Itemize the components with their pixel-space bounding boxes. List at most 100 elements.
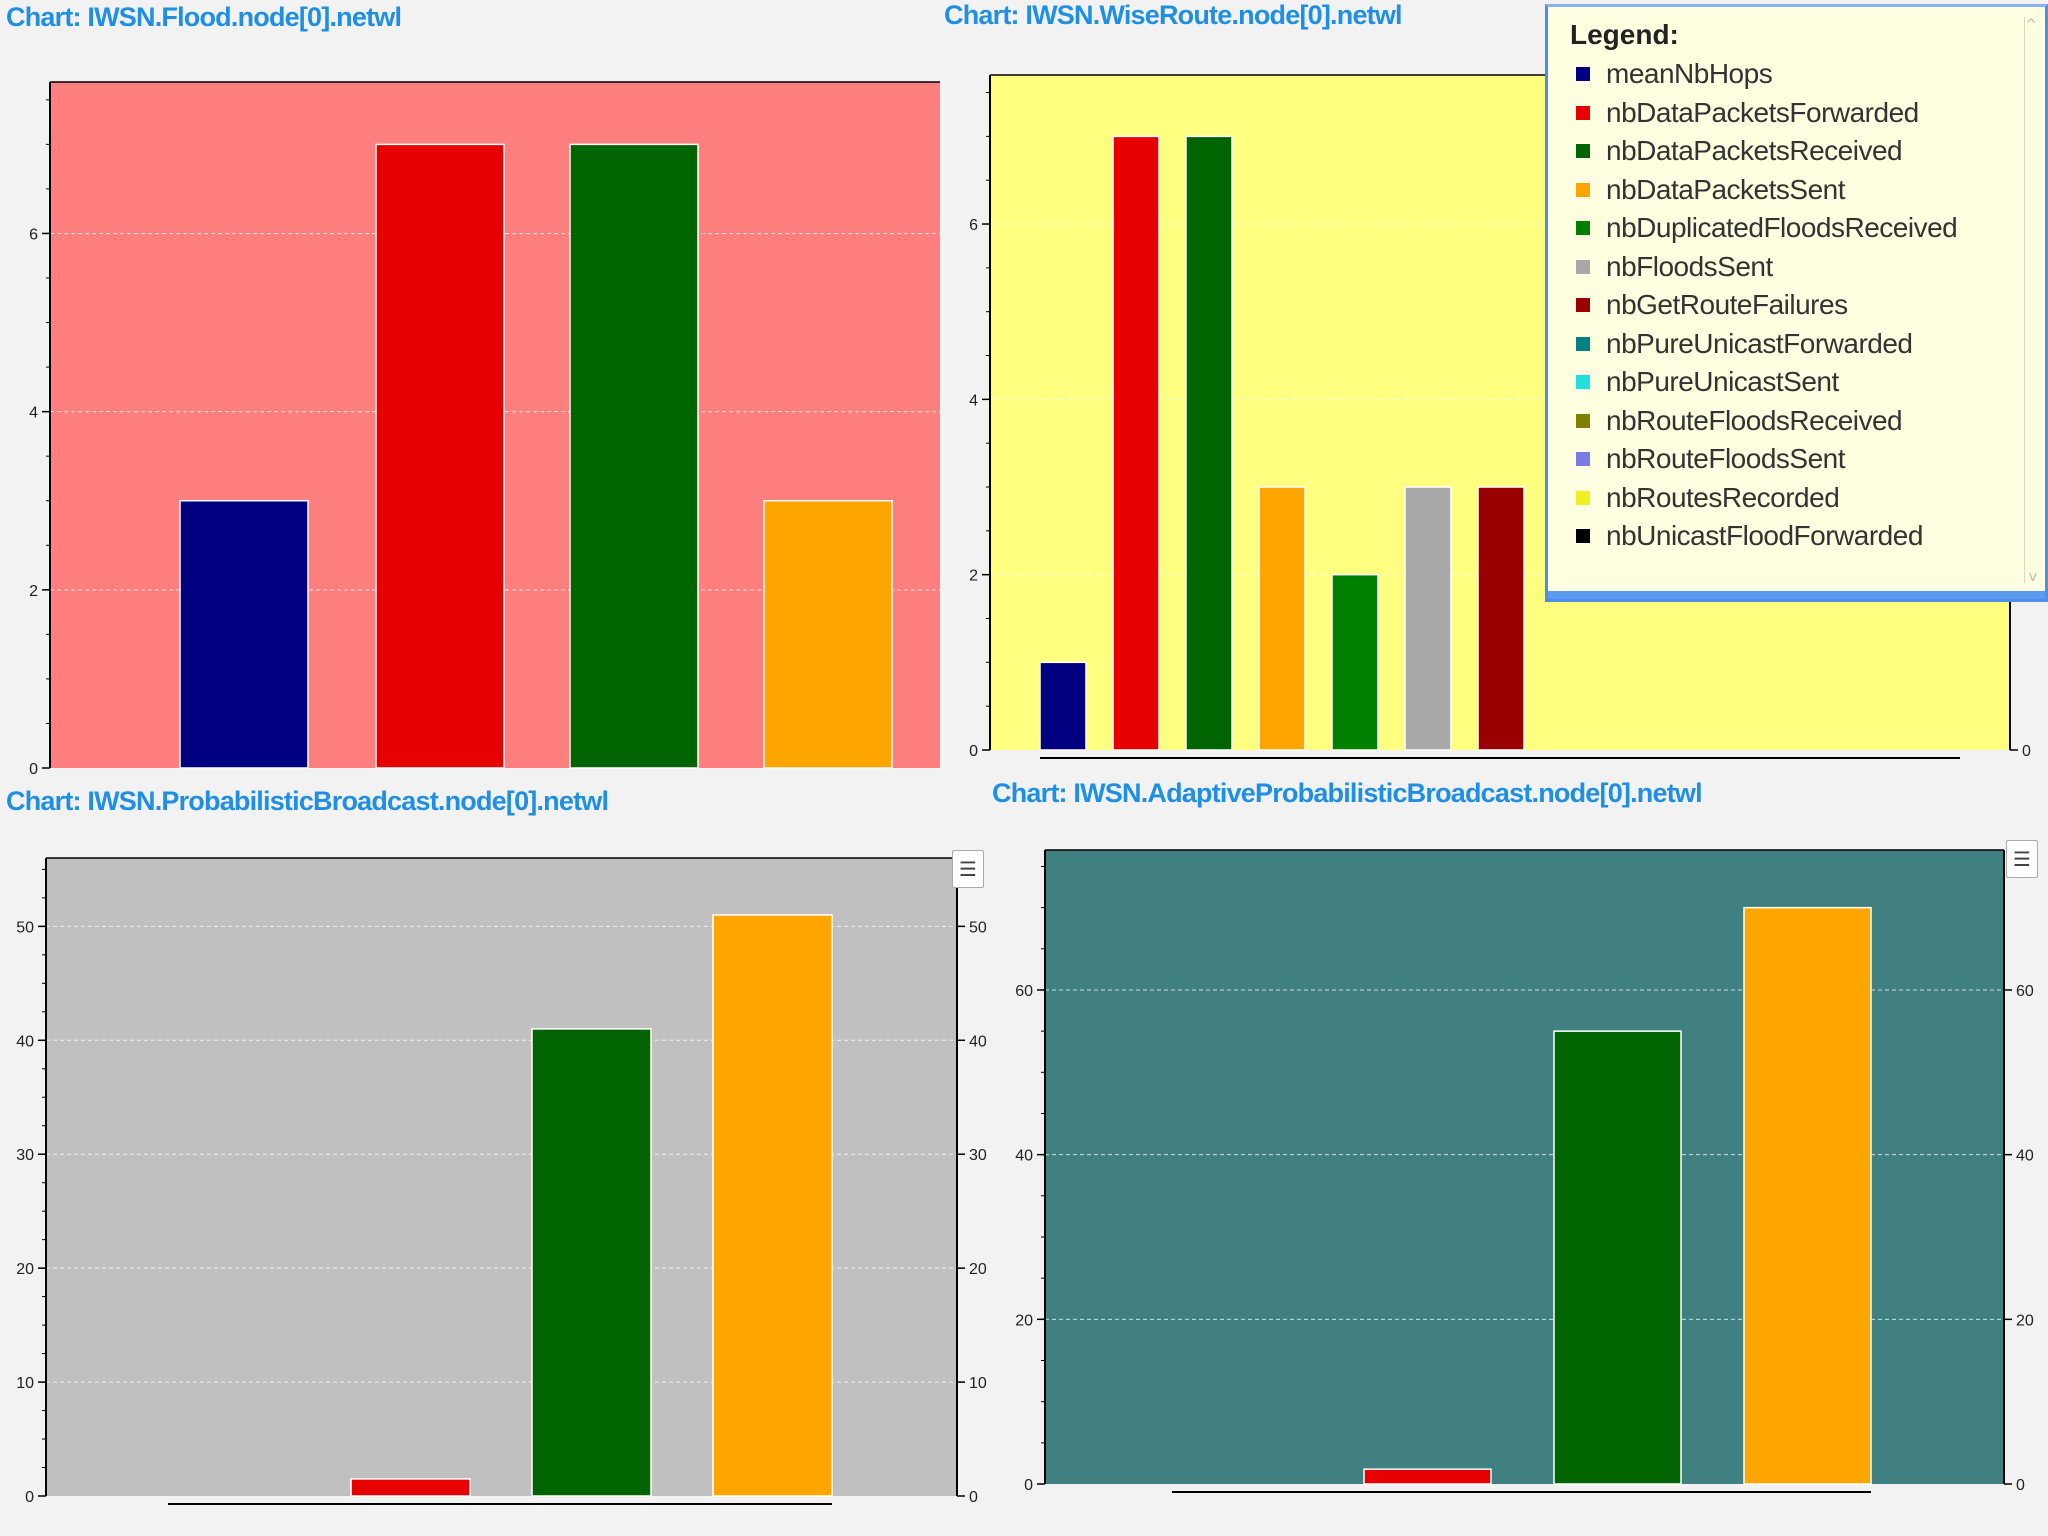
legend-label: nbRoutesRecorded bbox=[1606, 481, 1840, 513]
y-tick-label: 0 bbox=[25, 1489, 34, 1506]
legend-label: nbFloodsSent bbox=[1606, 250, 1773, 282]
right-y-tick-label: 0 bbox=[969, 1489, 978, 1506]
y-tick-label: 60 bbox=[1015, 983, 1033, 1000]
legend-label: nbGetRouteFailures bbox=[1606, 289, 1848, 321]
legend-swatch bbox=[1576, 298, 1590, 313]
chart-title-flood: Chart: IWSN.Flood.node[0].netwl bbox=[6, 2, 402, 32]
legend-swatch bbox=[1576, 490, 1590, 505]
right-y-tick-label: 10 bbox=[969, 1375, 987, 1392]
legend-item: nbGetRouteFailures bbox=[1576, 286, 1957, 325]
legend-swatch bbox=[1576, 67, 1590, 82]
right-y-tick-label: 60 bbox=[2016, 983, 2034, 1000]
y-tick-label: 4 bbox=[29, 405, 38, 422]
legend-item: nbPureUnicastForwarded bbox=[1576, 325, 1957, 364]
bar-nbDataPacketsForwarded bbox=[350, 1478, 471, 1497]
y-tick-label: 2 bbox=[969, 568, 978, 585]
right-y-tick-label: 40 bbox=[969, 1033, 987, 1050]
scroll-up-icon[interactable]: ^ bbox=[2025, 17, 2037, 33]
bar-nbDataPacketsSent bbox=[712, 914, 833, 1497]
y-tick-label: 0 bbox=[1024, 1477, 1033, 1494]
bar-nbDataPacketsForwarded bbox=[1363, 1468, 1492, 1485]
bar-nbDataPacketsForwarded bbox=[375, 143, 505, 769]
legend-item: nbDuplicatedFloodsReceived bbox=[1576, 209, 1958, 248]
right-y-tick-label: 20 bbox=[2016, 1312, 2034, 1329]
legend-swatch bbox=[1576, 259, 1590, 274]
chart-title-probabilistic-broadcast: Chart: IWSN.ProbabilisticBroadcast.node[… bbox=[6, 786, 609, 816]
chart-title-wiseroute: Chart: IWSN.WiseRoute.node[0].netwl bbox=[944, 0, 1403, 30]
legend-swatch bbox=[1576, 105, 1590, 120]
bar-meanNbHops bbox=[1039, 661, 1087, 751]
legend-scrollbar[interactable] bbox=[2024, 17, 2039, 583]
y-tick-label: 0 bbox=[969, 743, 978, 760]
legend-item: nbDataPacketsReceived bbox=[1576, 132, 1957, 171]
legend-swatch bbox=[1576, 452, 1590, 467]
bar-nbDataPacketsReceived bbox=[1185, 135, 1233, 751]
y-tick-label: 20 bbox=[16, 1261, 34, 1278]
legend-swatch bbox=[1576, 375, 1590, 390]
bar-nbDuplicatedFloodsReceived bbox=[1331, 573, 1379, 751]
legend-item: nbPureUnicastSent bbox=[1576, 363, 1957, 402]
bar-nbDataPacketsSent bbox=[1258, 486, 1306, 751]
right-y-tick-label: 20 bbox=[969, 1261, 987, 1278]
y-tick-label: 40 bbox=[1015, 1148, 1033, 1165]
legend-toggle-icon[interactable]: ☰ bbox=[952, 850, 984, 888]
legend-toggle-icon[interactable]: ☰ bbox=[2006, 840, 2038, 878]
legend-label: nbDataPacketsForwarded bbox=[1606, 96, 1919, 128]
legend-panel: Legend: meanNbHops nbDataPacketsForwarded… bbox=[1545, 4, 2048, 602]
right-y-tick-label: 30 bbox=[969, 1147, 987, 1164]
legend-swatch bbox=[1576, 336, 1590, 351]
legend-item: nbFloodsSent bbox=[1576, 248, 1957, 287]
legend-label: nbDataPacketsReceived bbox=[1606, 135, 1903, 167]
right-y-tick-label: 50 bbox=[969, 919, 987, 936]
legend-label: nbPureUnicastSent bbox=[1606, 366, 1839, 398]
y-tick-label: 2 bbox=[29, 583, 38, 600]
legend-label: nbPureUnicastForwarded bbox=[1606, 327, 1913, 359]
legend-label: nbDataPacketsSent bbox=[1606, 173, 1846, 205]
y-tick-label: 10 bbox=[16, 1375, 34, 1392]
y-tick-label: 50 bbox=[16, 919, 34, 936]
legend-item: nbDataPacketsForwarded bbox=[1576, 94, 1957, 133]
legend-label: nbRouteFloodsSent bbox=[1606, 443, 1846, 475]
y-tick-label: 4 bbox=[969, 392, 978, 409]
y-tick-label: 30 bbox=[16, 1147, 34, 1164]
bar-nbDataPacketsReceived bbox=[569, 143, 699, 769]
y-tick-label: 6 bbox=[969, 217, 978, 234]
right-y-tick-label: 0 bbox=[2016, 1477, 2025, 1494]
bar-meanNbHops bbox=[179, 499, 309, 769]
legend-swatch bbox=[1576, 144, 1590, 159]
legend-label: nbUnicastFloodForwarded bbox=[1606, 520, 1923, 552]
legend-swatch bbox=[1576, 529, 1590, 544]
bar-nbDataPacketsForwarded bbox=[1112, 135, 1160, 751]
legend-title: Legend: bbox=[1570, 19, 1679, 50]
bar-nbDataPacketsSent bbox=[1743, 906, 1872, 1485]
legend-item: nbDataPacketsSent bbox=[1576, 171, 1957, 210]
legend-item: nbRoutesRecorded bbox=[1576, 479, 1957, 518]
bar-nbGetRouteFailures bbox=[1477, 486, 1525, 751]
bar-nbDataPacketsReceived bbox=[1553, 1030, 1682, 1485]
bar-nbFloodsSent bbox=[1404, 486, 1452, 751]
legend-label: nbDuplicatedFloodsReceived bbox=[1606, 212, 1958, 244]
legend-item: nbUnicastFloodForwarded bbox=[1576, 517, 1957, 556]
bar-nbDataPacketsSent bbox=[763, 499, 893, 769]
legend-list: meanNbHops nbDataPacketsForwarded nbDataPa… bbox=[1576, 55, 1958, 556]
legend-item: meanNbHops bbox=[1576, 55, 1957, 94]
legend-label: nbRouteFloodsReceived bbox=[1606, 404, 1903, 436]
legend-swatch bbox=[1576, 182, 1590, 197]
y-tick-label: 40 bbox=[16, 1033, 34, 1050]
legend-label: meanNbHops bbox=[1606, 58, 1773, 90]
legend-swatch bbox=[1576, 221, 1590, 236]
bar-nbDataPacketsReceived bbox=[531, 1028, 652, 1497]
scroll-down-icon[interactable]: v bbox=[2028, 569, 2037, 585]
legend-item: nbRouteFloodsReceived bbox=[1576, 402, 1957, 441]
legend-item: nbRouteFloodsSent bbox=[1576, 440, 1957, 479]
legend-swatch bbox=[1576, 413, 1590, 428]
y-tick-label: 6 bbox=[29, 226, 38, 243]
chart-title-adaptive-probabilistic-broadcast: Chart: IWSN.AdaptiveProbabilisticBroadca… bbox=[992, 778, 1703, 808]
right-y-tick-label: 0 bbox=[2022, 743, 2031, 760]
right-y-tick-label: 40 bbox=[2016, 1148, 2034, 1165]
y-tick-label: 20 bbox=[1015, 1312, 1033, 1329]
y-tick-label: 0 bbox=[29, 761, 38, 778]
